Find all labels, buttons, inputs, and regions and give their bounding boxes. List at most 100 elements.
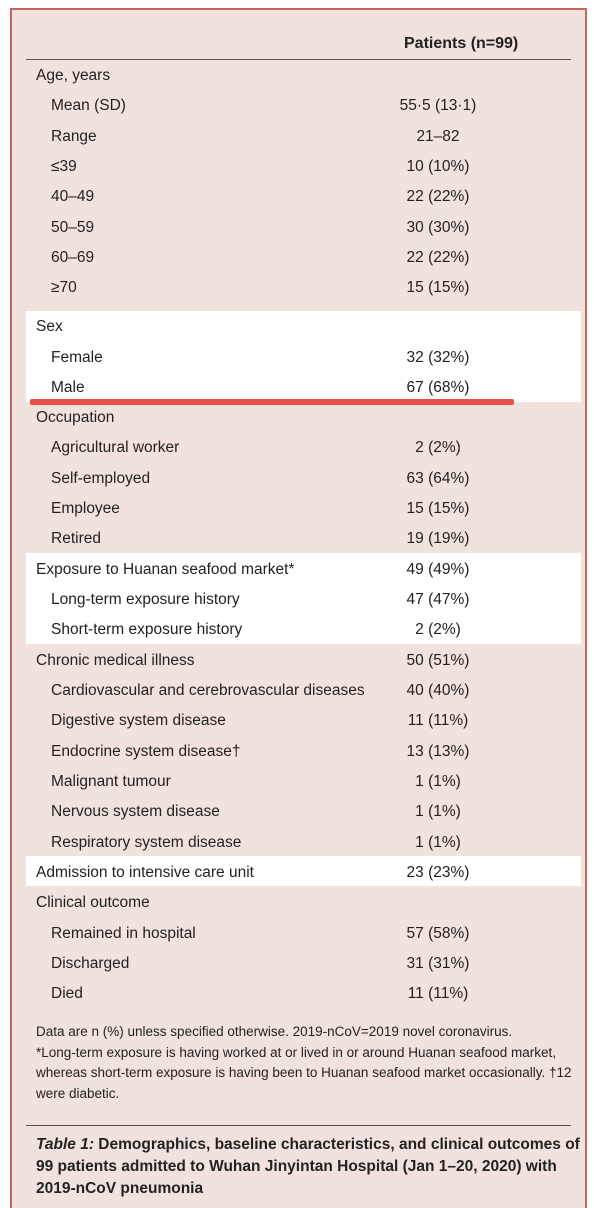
table-row: Mean (SD) 55·5 (13·1) [26,91,581,121]
row-value: 2 (2%) [415,621,461,638]
row-label: Endocrine system disease† [51,743,241,760]
table-row: Age, years [26,61,581,91]
row-label: Self-employed [51,470,151,487]
row-label: Retired [51,530,101,547]
row-value: 31 (31%) [406,955,470,972]
table-row: Exposure to Huanan seafood market* 49 (49… [26,555,581,585]
row-value: 13 (13%) [406,743,470,760]
row-label: ≥70 [51,279,77,296]
row-label: Clinical outcome [36,894,150,911]
caption-label: Table 1: [36,1136,94,1153]
row-value: 2 (2%) [415,439,461,456]
row-value: 15 (15%) [406,500,470,517]
row-value: 63 (64%) [406,470,470,487]
row-label: Chronic medical illness [36,652,195,669]
highlight-exposure [26,553,581,644]
row-label: Occupation [36,409,115,426]
row-value: 49 (49%) [406,561,470,578]
table-row: Female 32 (32%) [26,343,581,373]
table-row: ≤39 10 (10%) [26,152,581,182]
table-row: Employee 15 (15%) [26,494,581,524]
row-label: Respiratory system disease [51,834,242,851]
row-value: 23 (23%) [406,864,470,881]
row-label: 40–49 [51,188,95,205]
table-row: Short-term exposure history 2 (2%) [26,615,581,645]
highlight-sex [26,311,581,402]
column-header: Patients (n=99) [404,35,519,52]
table-row: 50–59 30 (30%) [26,213,581,243]
table-caption: Table 1: Demographics, baseline characte… [36,1134,586,1200]
row-label: 60–69 [51,249,95,266]
caption-text: Demographics, baseline characteristics, … [36,1136,580,1197]
row-label: Age, years [36,67,111,84]
row-value: 67 (68%) [406,379,470,396]
table-row: Occupation [26,403,581,433]
row-value: 19 (19%) [406,530,470,547]
row-label: Remained in hospital [51,925,196,942]
table-row: Sex [26,312,581,342]
table-row: Long-term exposure history 47 (47%) [26,585,581,615]
table-row: Discharged 31 (31%) [26,949,581,979]
row-label: Nervous system disease [51,803,220,820]
table-row: Self-employed 63 (64%) [26,464,581,494]
table-row: Endocrine system disease† 13 (13%) [26,737,581,767]
row-value: 22 (22%) [406,188,470,205]
table-row: Cardiovascular and cerebrovascular disea… [26,676,581,706]
row-value: 11 (11%) [407,985,469,1002]
row-value: 21–82 [416,128,460,145]
row-value: 32 (32%) [406,349,470,366]
row-label: Range [51,128,97,145]
row-label: Agricultural worker [51,439,180,456]
row-value: 40 (40%) [406,682,470,699]
table-row: 40–49 22 (22%) [26,182,581,212]
red-underline-annotation [30,399,514,405]
row-value: 1 (1%) [415,834,461,851]
table-row: Digestive system disease 11 (11%) [26,706,581,736]
table-row: Respiratory system disease 1 (1%) [26,828,581,858]
row-label: ≤39 [51,158,77,175]
row-label: Exposure to Huanan seafood market* [36,561,295,578]
footnote-line: *Long-term exposure is having worked at … [36,1044,572,1101]
table-row: Agricultural worker 2 (2%) [26,433,581,463]
row-value: 47 (47%) [406,591,470,608]
row-value: 22 (22%) [406,249,470,266]
row-label: Digestive system disease [51,712,226,729]
row-label: 50–59 [51,219,95,236]
row-label: Sex [36,318,63,335]
row-label: Male [51,379,85,396]
row-value: 30 (30%) [406,219,470,236]
row-label: Discharged [51,955,130,972]
document-page: Patients (n=99) Age, years Mean (SD) 55·5… [10,8,587,1208]
row-label: Short-term exposure history [51,621,243,638]
row-label: Admission to intensive care unit [36,864,254,881]
row-label: Employee [51,500,120,517]
row-value: 55·5 (13·1) [399,97,477,114]
table-row: Retired 19 (19%) [26,524,581,554]
header-rule [26,59,571,60]
row-label: Malignant tumour [51,773,171,790]
row-value: 11 (11%) [407,712,469,729]
row-value: 10 (10%) [406,158,470,175]
row-label: Cardiovascular and cerebrovascular disea… [51,682,365,699]
caption-rule [26,1125,571,1126]
table-footnote: Data are n (%) unless specified otherwis… [36,1022,576,1104]
table-row: Chronic medical illness 50 (51%) [26,646,581,676]
table-row: Admission to intensive care unit 23 (23%) [26,858,581,888]
table-row: Nervous system disease 1 (1%) [26,797,581,827]
table-row: Male 67 (68%) [26,373,581,403]
table-row: Malignant tumour 1 (1%) [26,767,581,797]
row-value: 1 (1%) [415,773,461,790]
table-row: Died 11 (11%) [26,979,581,1009]
row-value: 15 (15%) [406,279,470,296]
highlight-icu [26,856,581,886]
table-row: ≥70 15 (15%) [26,273,581,303]
table-row: 60–69 22 (22%) [26,243,581,273]
row-label: Long-term exposure history [51,591,240,608]
table-row: Range 21–82 [26,122,581,152]
row-value: 50 (51%) [406,652,470,669]
table-row: Clinical outcome [26,888,581,918]
row-label: Female [51,349,103,366]
row-value: 1 (1%) [415,803,461,820]
row-value: 57 (58%) [406,925,470,942]
footnote-line: Data are n (%) unless specified otherwis… [36,1024,513,1039]
